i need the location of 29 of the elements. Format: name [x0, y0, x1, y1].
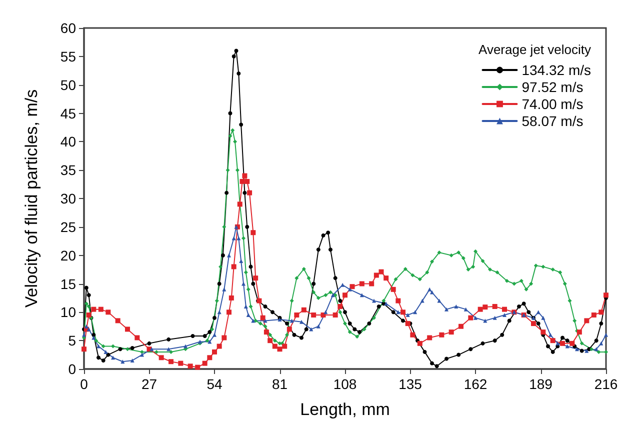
x-tick-label: 162: [464, 376, 488, 392]
y-tick-label: 30: [60, 190, 76, 206]
legend-label: 97.52 m/s: [522, 79, 584, 95]
legend-label: 134.32 m/s: [522, 62, 592, 78]
x-tick-label: 108: [333, 376, 357, 392]
y-tick-label: 45: [60, 105, 76, 122]
y-tick-label: 35: [60, 162, 76, 178]
y-tick-label: 5: [68, 332, 76, 349]
x-tick-label: 135: [398, 376, 422, 392]
y-tick-label: 10: [60, 304, 76, 320]
y-tick-label: 50: [60, 76, 76, 93]
y-tick-label: 60: [60, 20, 76, 36]
x-tick-label: 81: [272, 376, 288, 392]
x-tick-label: 189: [529, 376, 553, 392]
legend-label: 74.00 m/s: [522, 96, 584, 112]
legend-label: 58.07 m/s: [522, 113, 584, 129]
x-tick-label: 54: [206, 376, 222, 392]
y-tick-label: 55: [60, 48, 76, 64]
x-tick-label: 27: [141, 376, 158, 392]
x-tick-label: 216: [594, 376, 618, 392]
x-axis-title: Length, mm: [300, 400, 390, 419]
y-tick-label: 40: [60, 134, 76, 150]
x-tick-label: 0: [80, 376, 88, 392]
y-axis-title: Velocity of fluid particles, m/s: [22, 89, 41, 308]
y-tick-label: 15: [60, 276, 76, 292]
y-tick-label: 25: [60, 218, 76, 235]
legend-title: Average jet velocity: [478, 42, 592, 57]
y-tick-label: 0: [68, 361, 76, 377]
y-tick-label: 20: [60, 247, 76, 264]
